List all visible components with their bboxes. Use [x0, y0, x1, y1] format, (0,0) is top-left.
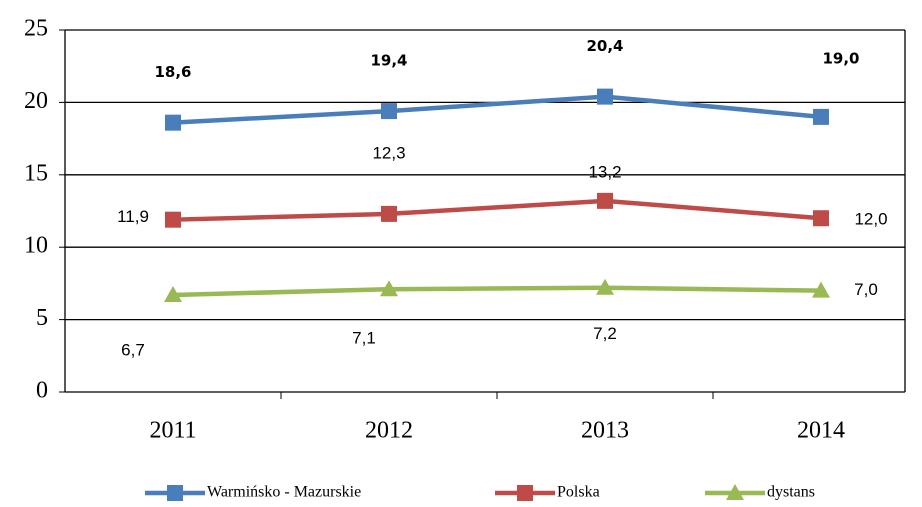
series-line: [172, 94, 822, 125]
data-label: 7,1: [352, 329, 376, 348]
legend-marker: [167, 485, 183, 501]
y-tick-label: 20: [24, 88, 48, 114]
y-tick-label: 0: [36, 378, 48, 404]
series-line: [172, 285, 822, 298]
y-tick-label: 10: [24, 233, 48, 259]
y-tick-label: 15: [24, 160, 48, 186]
data-label: 12,3: [372, 143, 405, 162]
data-label: 20,4: [586, 37, 623, 55]
legend-label: Polska: [557, 484, 600, 501]
point-marker: [164, 285, 182, 302]
x-tick-label: 2014: [797, 418, 845, 444]
data-label: 7,2: [593, 324, 617, 343]
data-label: 19,0: [822, 49, 859, 67]
point-marker: [165, 211, 181, 228]
data-label: 6,7: [121, 340, 145, 359]
y-tick-label: 25: [24, 16, 48, 42]
point-marker: [597, 192, 613, 209]
data-label: 19,4: [370, 52, 407, 70]
y-tick-label: 5: [36, 305, 48, 331]
point-marker: [597, 88, 613, 105]
series-line: [172, 198, 822, 222]
point-marker: [813, 210, 829, 227]
data-label: 18,6: [154, 63, 191, 81]
data-label: 12,0: [854, 210, 887, 229]
x-tick-label: 2011: [149, 418, 196, 444]
data-label: 13,2: [588, 162, 621, 181]
point-marker: [596, 278, 614, 295]
point-marker: [381, 103, 397, 120]
data-label: 7,0: [854, 280, 878, 299]
legend-marker: [517, 485, 533, 501]
legend-marker: [726, 484, 744, 500]
point-marker: [381, 205, 397, 222]
legend-label: Warmińsko - Mazurskie: [207, 484, 361, 501]
point-marker: [813, 108, 829, 125]
data-label: 11,9: [117, 207, 149, 226]
point-marker: [380, 280, 398, 297]
x-tick-label: 2012: [365, 418, 413, 444]
point-marker: [812, 281, 830, 298]
point-marker: [165, 114, 181, 131]
legend-label: dystans: [767, 484, 815, 501]
x-tick-label: 2013: [581, 418, 629, 444]
